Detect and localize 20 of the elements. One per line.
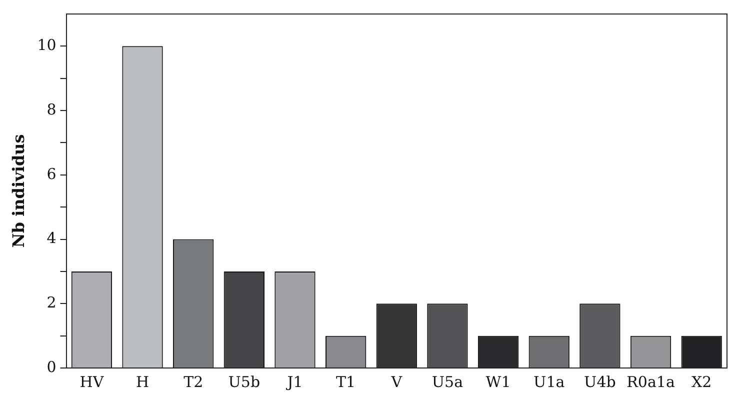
y-axis-title: Nb individus	[8, 134, 28, 248]
y-tick-label: 4	[46, 229, 56, 248]
x-tick-label: U4b	[584, 372, 616, 391]
y-tick-label: 2	[46, 294, 56, 312]
x-tick-label: W1	[486, 372, 511, 391]
x-tick-label: U5a	[432, 372, 464, 391]
x-tick-label: T2	[184, 372, 204, 391]
x-tick-label: T1	[336, 372, 356, 391]
x-tick-label: J1	[285, 372, 303, 391]
y-tick-label: 6	[46, 164, 56, 183]
x-tick-label: U5b	[228, 372, 260, 391]
x-tick-label: HV	[80, 372, 105, 391]
y-tick-label: 10	[37, 36, 56, 54]
y-tick-label: 8	[46, 100, 56, 118]
x-tick-label: U1a	[534, 372, 565, 391]
x-tick-label: H	[136, 372, 150, 391]
y-tick-label: 0	[46, 358, 56, 376]
x-tick-label: R0a1a	[626, 372, 675, 391]
x-tick-label: X2	[691, 372, 712, 391]
x-tick-label: V	[390, 372, 404, 391]
